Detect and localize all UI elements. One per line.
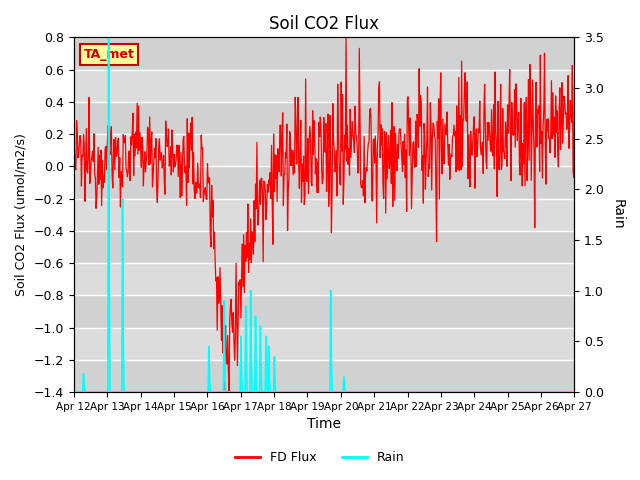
Title: Soil CO2 Flux: Soil CO2 Flux — [269, 15, 379, 33]
X-axis label: Time: Time — [307, 418, 341, 432]
Bar — [74, 295, 575, 328]
Bar — [74, 102, 575, 134]
Text: TA_met: TA_met — [84, 48, 134, 61]
Y-axis label: Rain: Rain — [611, 199, 625, 230]
Bar — [74, 360, 575, 392]
Bar — [74, 231, 575, 263]
Bar — [74, 167, 575, 199]
Bar — [74, 37, 575, 70]
Y-axis label: Soil CO2 Flux (umol/m2/s): Soil CO2 Flux (umol/m2/s) — [15, 133, 28, 296]
Legend: FD Flux, Rain: FD Flux, Rain — [230, 446, 410, 469]
